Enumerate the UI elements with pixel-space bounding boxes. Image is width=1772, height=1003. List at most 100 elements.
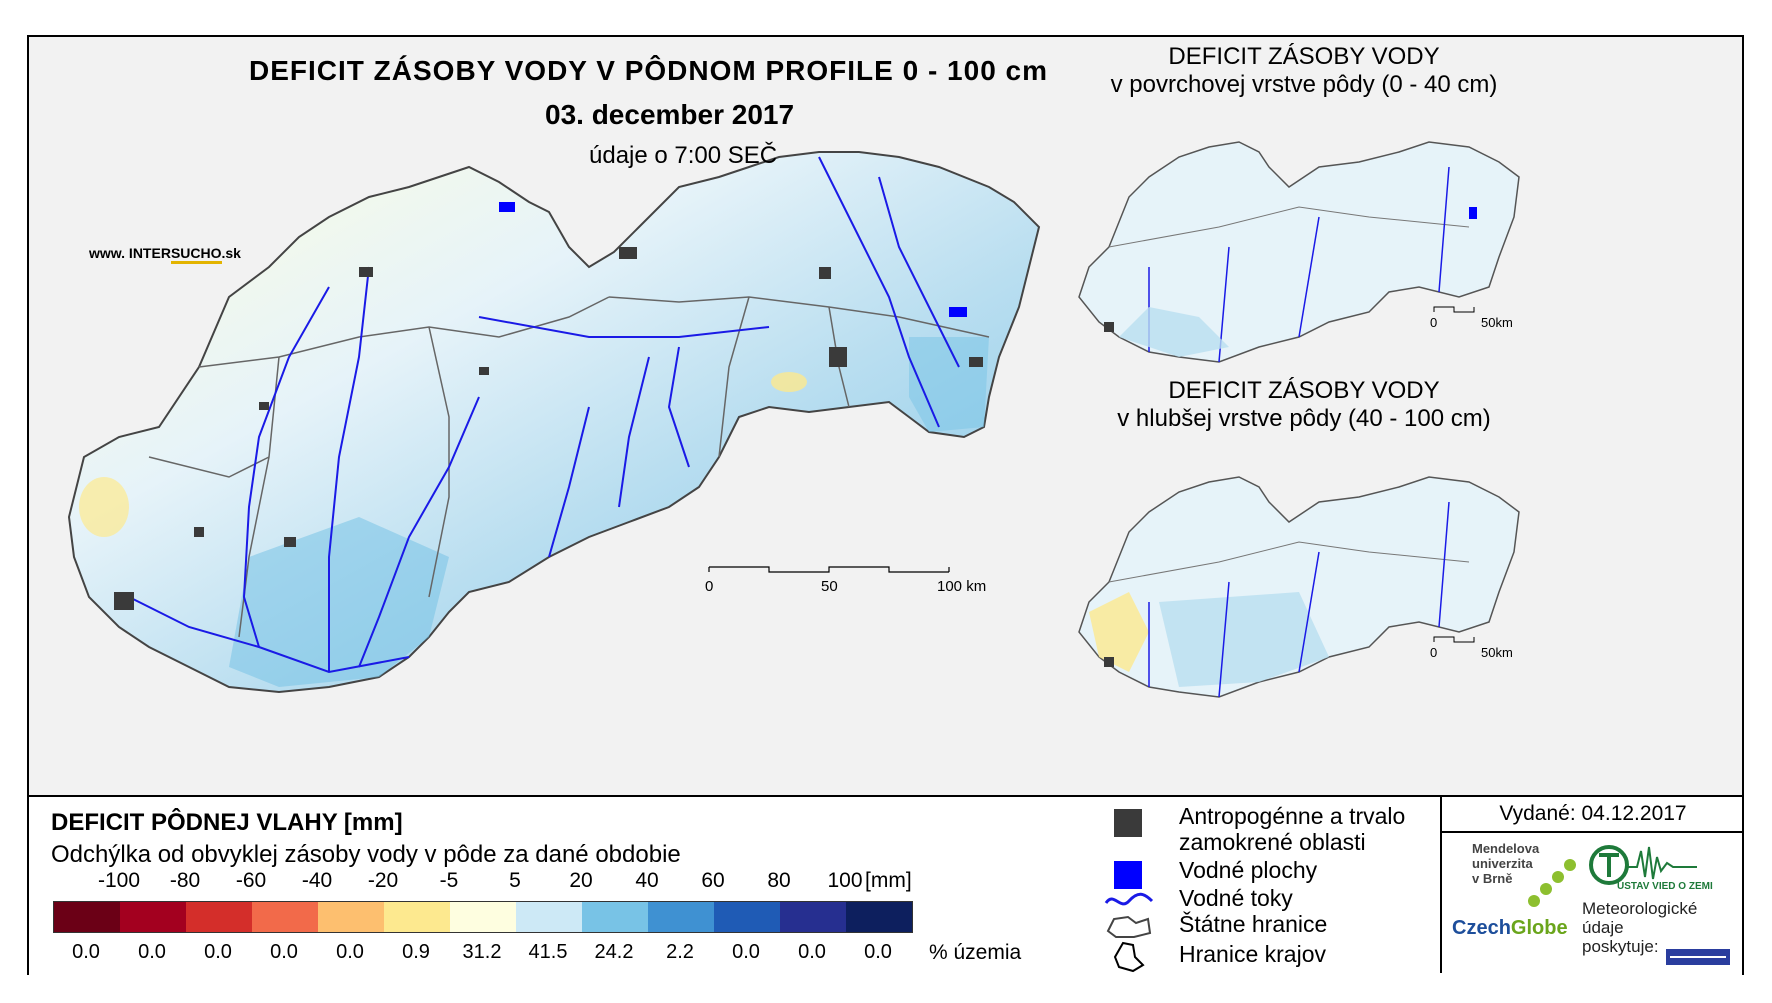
color-scale-class [582, 902, 648, 932]
water-area-symbol [1114, 861, 1142, 889]
inset-top-scale-50: 50km [1481, 315, 1513, 330]
shmu-logo-icon [1666, 949, 1730, 965]
inset-top-title-line2: v povrchovej vrstve pôdy (0 - 40 cm) [1110, 71, 1498, 98]
break-label: 5 [509, 869, 521, 892]
percent-label: 0.0 [72, 941, 100, 963]
czechglobe-globe: Globe [1510, 917, 1568, 939]
inset-map-bottom: 0 50km [1078, 476, 1520, 698]
figure-frame: 0 50 100 km 0 50km 0 50km [27, 35, 1744, 975]
scale-label-50: 50 [821, 578, 838, 595]
meteo-provider: Meteorologické údaje poskytuje: [1582, 899, 1697, 956]
percent-label: 0.0 [864, 941, 892, 963]
ustav-label: ÚSTAV VIED O ZEMI [1617, 881, 1713, 892]
break-label: -5 [439, 869, 459, 892]
percent-label: 0.9 [402, 941, 430, 963]
percent-label: 2.2 [666, 941, 694, 963]
inset-top-title: DEFICIT ZÁSOBY VODY v povrchovej vrstve … [1054, 43, 1554, 99]
break-label: -80 [169, 869, 201, 892]
color-scale-class [384, 902, 450, 932]
unit-percent: % územia [929, 941, 1022, 964]
color-scale-class [54, 902, 120, 932]
break-label: -60 [235, 869, 267, 892]
slovakia-outline [67, 151, 1041, 694]
legend-rivers: Vodné toky [1179, 885, 1293, 911]
legend-antro-line2: zamokrené oblasti [1179, 829, 1366, 855]
percent-label: 0.0 [732, 941, 760, 963]
break-label: 20 [569, 869, 593, 892]
break-label: 100 [827, 869, 863, 892]
issued-box: Vydané: 04.12.2017 Mendelova univerzita … [1440, 797, 1744, 973]
mendel-logo: Mendelova univerzita v Brně [1472, 841, 1539, 886]
main-scale-bar [708, 566, 950, 573]
legend-water-areas: Vodné plochy [1179, 857, 1318, 883]
map-area: 0 50 100 km 0 50km 0 50km [29, 37, 1742, 795]
color-scale-class [120, 902, 186, 932]
inset-bottom-scale-50: 50km [1481, 645, 1513, 660]
website-suffix: .sk [221, 245, 241, 261]
percent-label: 24.2 [594, 941, 634, 963]
ustav-logo-icon [1589, 845, 1697, 885]
color-scale [53, 901, 913, 933]
legend-state-border: Štátne hranice [1179, 911, 1328, 937]
map-time-note: údaje o 7:00 SEČ [589, 142, 778, 169]
color-scale-class [186, 902, 252, 932]
czechglobe-dots-icon [1528, 859, 1576, 907]
break-label: 60 [701, 869, 725, 892]
inset-bottom-title-line2: v hlubšej vrstve pôdy (40 - 100 cm) [1117, 405, 1491, 432]
website-label: www. INTERSUCHO.sk [89, 245, 241, 264]
mendel-line1: Mendelova [1472, 841, 1540, 856]
color-scale-class [516, 902, 582, 932]
czechglobe-czech: Czech [1452, 917, 1511, 939]
inset-top-title-line1: DEFICIT ZÁSOBY VODY [1168, 43, 1440, 70]
color-scale-class [252, 902, 318, 932]
break-label: 40 [635, 869, 659, 892]
meteo-line3: poskytuje: [1582, 937, 1659, 956]
inset-bottom-scale-0: 0 [1430, 645, 1437, 660]
inset-bottom-title: DEFICIT ZÁSOBY VODY v hlubšej vrstve pôd… [1054, 377, 1554, 433]
river-symbol [1104, 892, 1154, 906]
percent-label: 0.0 [798, 941, 826, 963]
antro-symbol [1114, 809, 1142, 837]
scale-label-0: 0 [705, 578, 713, 595]
inset-top-scale-0: 0 [1430, 315, 1437, 330]
mendel-line2: univerzita [1472, 856, 1533, 871]
czechglobe-logo: CzechGlobe [1452, 917, 1568, 940]
map-date: 03. december 2017 [545, 99, 795, 130]
website-prefix: www. INTER [89, 245, 171, 261]
percent-label: 0.0 [270, 941, 298, 963]
break-label: -100 [97, 869, 141, 892]
mendel-line3: v Brně [1472, 871, 1513, 886]
color-scale-class [714, 902, 780, 932]
rivers [128, 156, 960, 674]
color-scale-class [648, 902, 714, 932]
meteo-line1: Meteorologické [1582, 899, 1698, 918]
percent-label: 41.5 [528, 941, 568, 963]
color-scale-class [846, 902, 912, 932]
percent-label: 0.0 [138, 941, 166, 963]
water-area [499, 202, 515, 212]
issued-date: Vydané: 04.12.2017 [1442, 797, 1744, 833]
meteo-line2: údaje [1582, 918, 1624, 937]
inset-map-top: 0 50km [1078, 141, 1520, 363]
color-scale-class [450, 902, 516, 932]
unit-mm: [mm] [865, 869, 912, 892]
region-border-symbol [1113, 941, 1145, 973]
main-map: 0 50 100 km [67, 151, 1041, 694]
percent-label: 0.0 [336, 941, 364, 963]
water-area [949, 307, 967, 317]
break-label: -20 [367, 869, 399, 892]
percent-label: 31.2 [462, 941, 502, 963]
legend-subtitle: Odchýlka od obvyklej zásoby vody v pôde … [51, 841, 681, 868]
percent-label: 0.0 [204, 941, 232, 963]
break-label: -40 [301, 869, 333, 892]
state-border-symbol [1106, 915, 1152, 938]
legend-title: DEFICIT PÔDNEJ VLAHY [mm] [51, 809, 403, 836]
legend-region-border: Hranice krajov [1179, 941, 1326, 967]
color-scale-class [318, 902, 384, 932]
map-title: DEFICIT ZÁSOBY VODY V PÔDNOM PROFILE 0 -… [249, 55, 1049, 86]
anthropogenic-areas [114, 247, 983, 610]
color-scale-class [780, 902, 846, 932]
legend-antro: Antropogénne a trvalo [1179, 803, 1406, 829]
scale-label-100: 100 km [937, 578, 986, 595]
website-highlight: SUCHO [170, 245, 222, 264]
